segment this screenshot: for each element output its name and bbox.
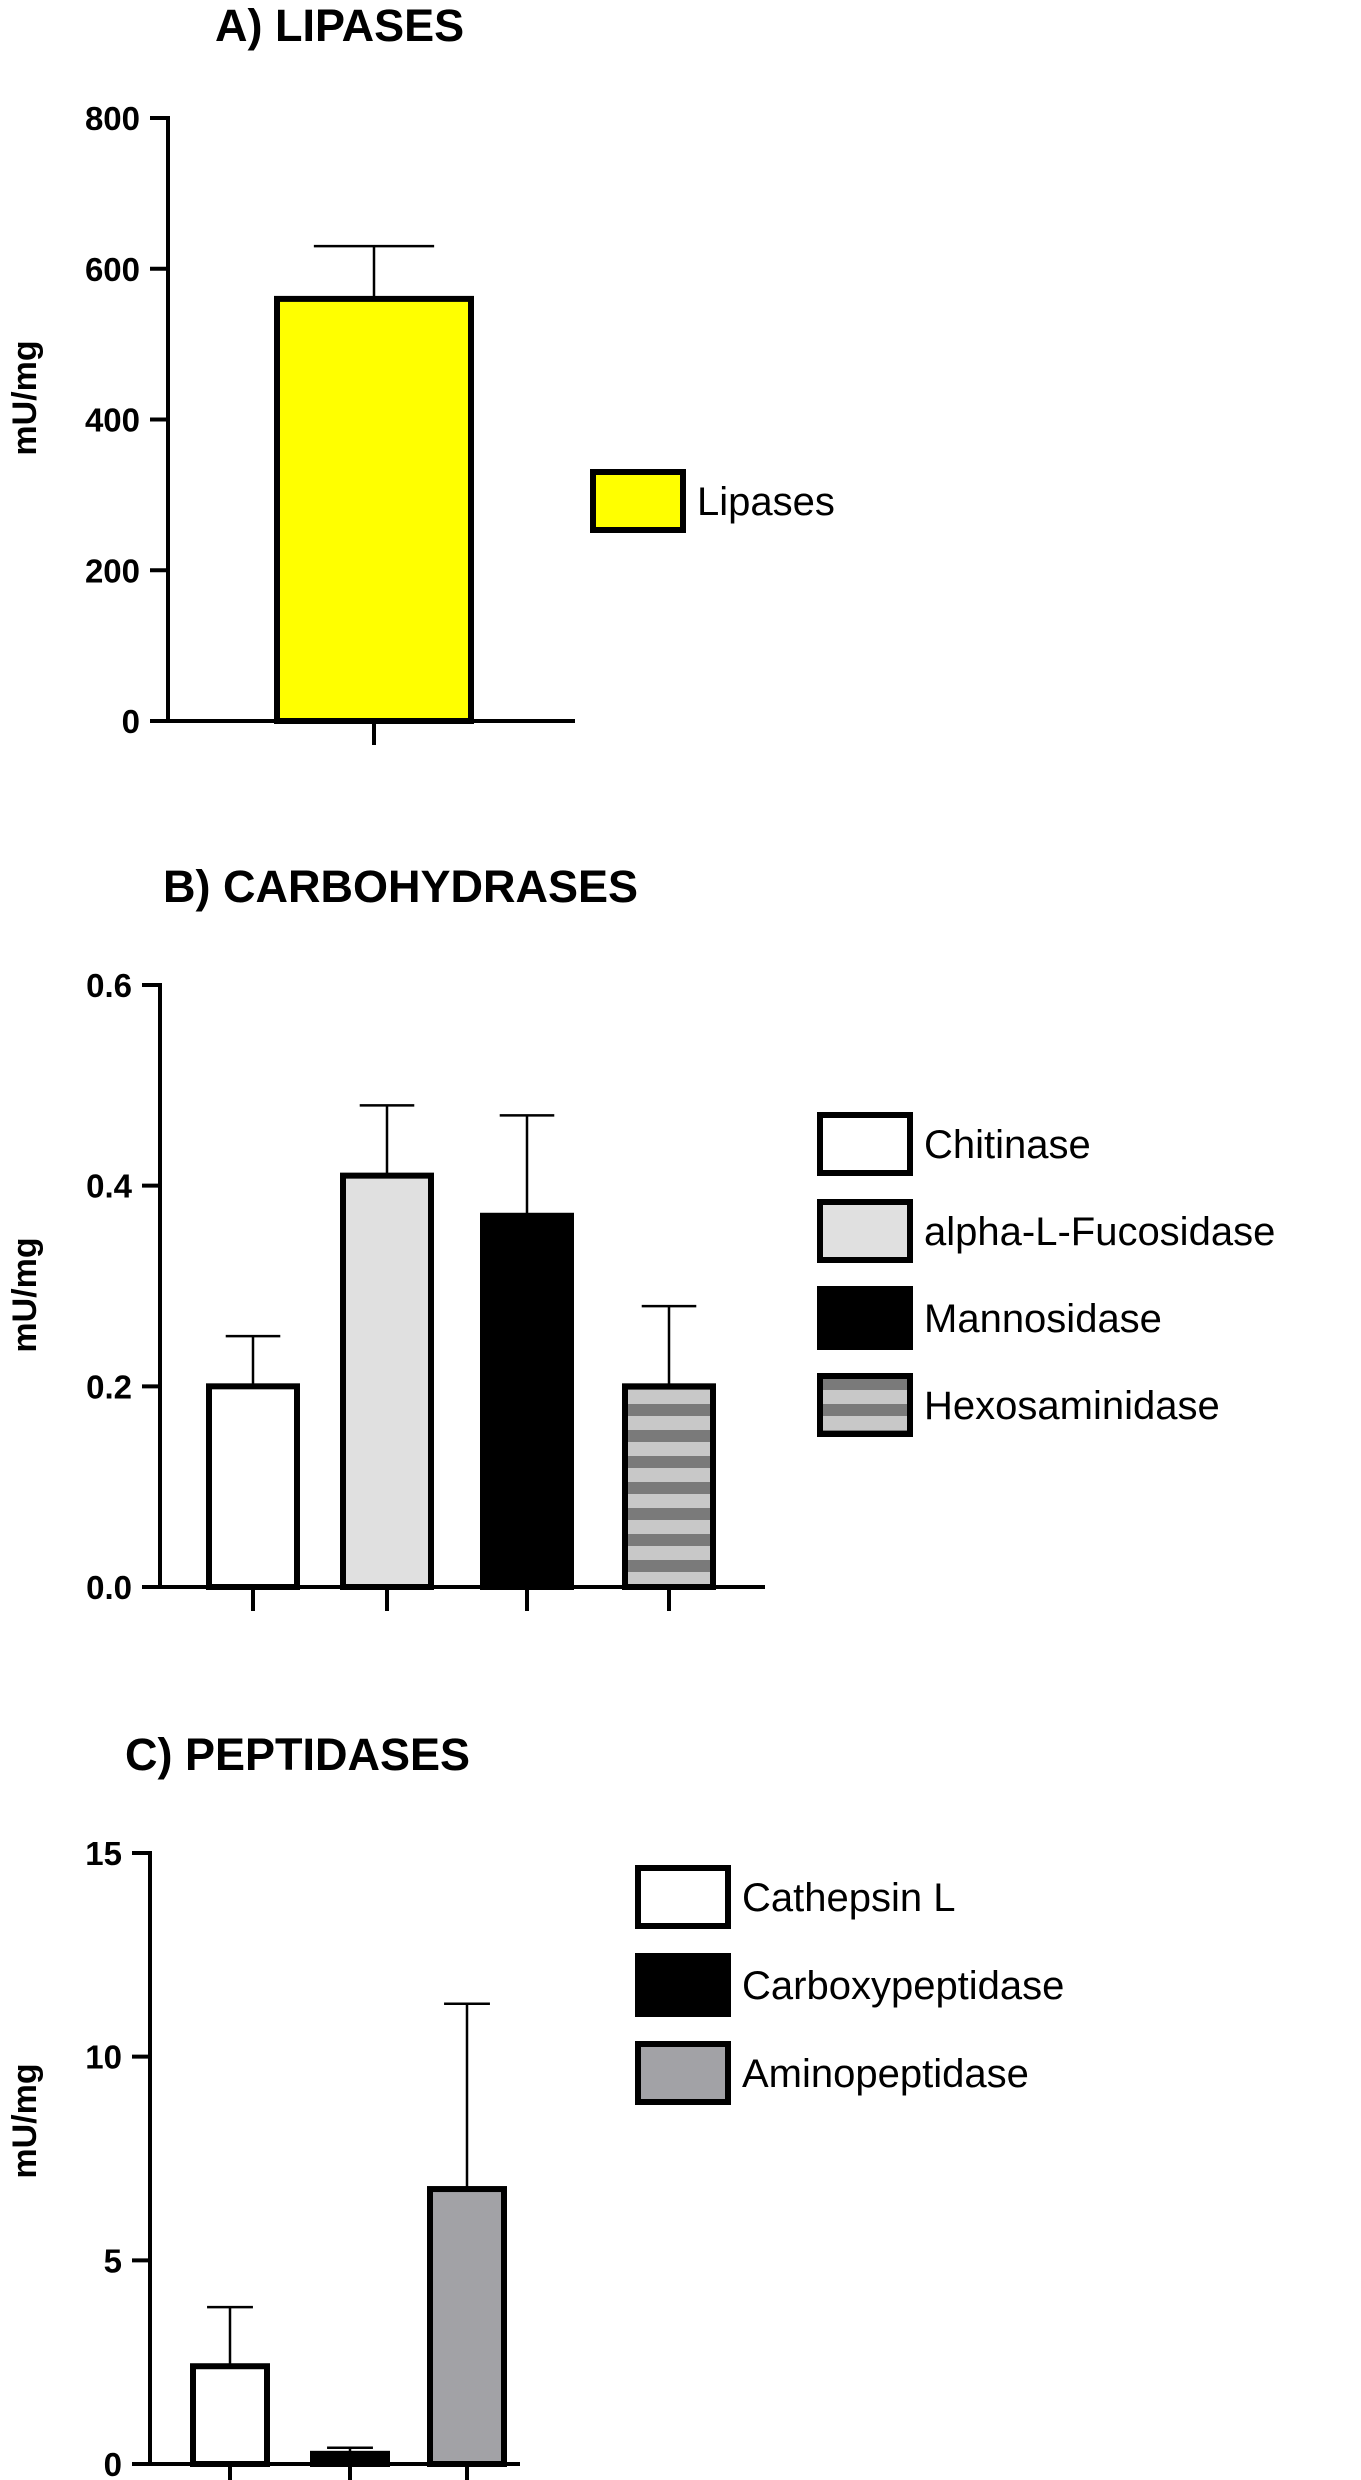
legend-swatch [635,1953,731,2017]
legend-label: Chitinase [924,1123,1091,1167]
panel-a-legend: Lipases [590,469,835,533]
bar-group [190,2305,270,2467]
panel-b-title: B) CARBOHYDRASES [163,861,638,912]
bar-group [340,1104,434,1590]
legend-item: Carboxypeptidase [635,1953,1064,2017]
legend-label: Lipases [697,480,835,524]
bar [480,1212,574,1591]
bar-group [206,1334,300,1591]
bar-group [622,1304,716,1591]
legend-swatch [817,1199,913,1263]
legend-swatch [590,469,686,533]
legend-item: Mannosidase [817,1286,1162,1350]
legend-swatch [817,1112,913,1176]
y-tick-label: 10 [85,2039,122,2076]
panel-c-title: C) PEPTIDASES [125,1729,470,1780]
y-tick-label: 0 [104,2446,122,2480]
legend-label: Mannosidase [924,1297,1162,1341]
panel-a-ylabel: mU/mg [6,340,44,455]
legend-swatch [635,2041,731,2105]
legend-item: alpha-L-Fucosidase [817,1199,1275,1263]
legend-swatch [635,1865,731,1929]
y-tick-label: 0.4 [86,1168,133,1205]
bar-group [274,244,474,724]
y-tick-label: 15 [85,1835,122,1872]
legend-item: Chitinase [817,1112,1091,1176]
y-tick-label: 0 [122,703,140,740]
legend-swatch [817,1286,913,1350]
bar [340,1172,434,1590]
legend-label: Aminopeptidase [742,2052,1029,2096]
panel-b-ylabel: mU/mg [6,1237,44,1352]
panel-carbohydrases: B) CARBOHYDRASES mU/mg 0.0 0.2 0.4 0.6 Chit… [6,861,1275,1611]
legend-label: alpha-L-Fucosidase [924,1210,1275,1254]
bar [206,1383,300,1591]
legend-label: Hexosaminidase [924,1384,1220,1428]
legend-item: Aminopeptidase [635,2041,1029,2105]
panel-lipases: A) LIPASES mU/mg 0 200 400 600 800 Lipases [6,0,835,745]
legend-item: Lipases [590,469,835,533]
panel-a-axes: 0 200 400 600 800 [85,100,575,745]
bar-group [480,1114,574,1591]
legend-label: Cathepsin L [742,1876,955,1920]
panel-c-ylabel: mU/mg [6,2063,44,2178]
bar [190,2363,270,2467]
bar-group [427,2002,507,2468]
y-tick-label: 800 [85,100,140,137]
legend-item: Hexosaminidase [817,1373,1220,1437]
bar [622,1383,716,1591]
bar [274,295,474,724]
panel-c-legend: Cathepsin L Carboxypeptidase Aminopeptidas… [635,1865,1064,2105]
panel-b-bars [206,1104,716,1591]
panel-a-bars [274,244,474,724]
legend-item: Cathepsin L [635,1865,955,1929]
y-tick-label: 400 [85,402,140,439]
bar [310,2450,390,2467]
panel-a-title: A) LIPASES [215,0,464,51]
legend-swatch [817,1373,913,1437]
bar [427,2186,507,2468]
y-tick-label: 0.2 [86,1368,132,1405]
panel-c-bars [190,2002,507,2468]
legend-label: Carboxypeptidase [742,1964,1064,2008]
y-tick-label: 200 [85,552,140,589]
y-tick-label: 0.0 [86,1569,132,1606]
y-tick-label: 5 [104,2242,122,2279]
bar-group [310,2446,390,2467]
y-tick-label: 600 [85,251,140,288]
panel-b-legend: Chitinase alpha-L-Fucosidase Mannosidase He… [817,1112,1275,1437]
y-tick-label: 0.6 [86,967,132,1004]
